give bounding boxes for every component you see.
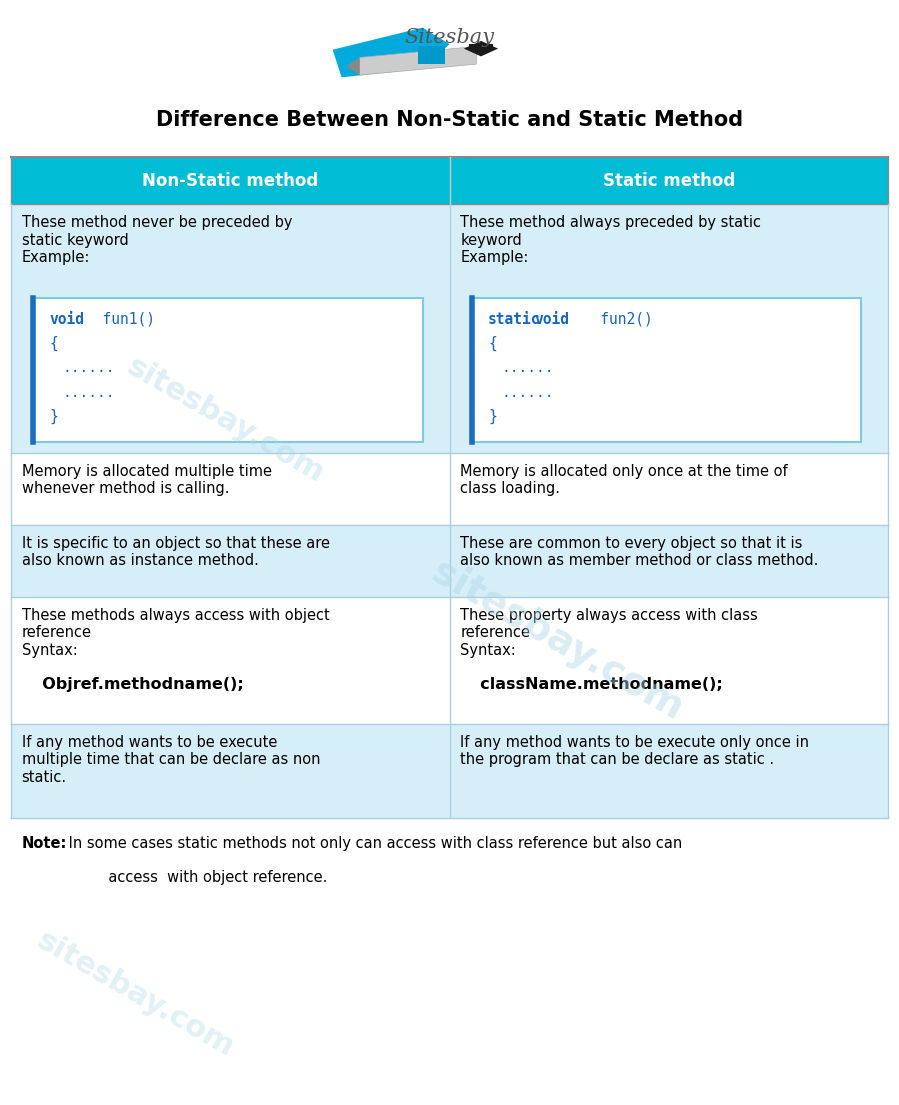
Bar — [450, 597, 888, 724]
Polygon shape — [464, 41, 498, 56]
Polygon shape — [418, 46, 445, 64]
Text: Static method: Static method — [602, 171, 735, 190]
Bar — [11, 724, 450, 818]
Text: Sitesbay: Sitesbay — [405, 28, 494, 46]
Polygon shape — [469, 44, 493, 50]
Text: If any method wants to be execute only once in
the program that can be declare a: If any method wants to be execute only o… — [460, 735, 809, 767]
Bar — [450, 453, 888, 525]
Text: ......: ...... — [502, 385, 554, 400]
Bar — [450, 157, 888, 204]
Bar — [450, 724, 888, 818]
Text: access  with object reference.: access with object reference. — [76, 870, 327, 885]
Text: ......: ...... — [502, 360, 554, 376]
Text: Memory is allocated multiple time
whenever method is calling.: Memory is allocated multiple time whenev… — [22, 464, 271, 496]
Text: These method never be preceded by
static keyword
Example:: These method never be preceded by static… — [22, 215, 292, 265]
Text: }: } — [488, 409, 497, 424]
Text: fun2(): fun2() — [574, 312, 653, 327]
Text: {: { — [488, 336, 497, 351]
Text: {: { — [49, 336, 58, 351]
Bar — [472, 298, 861, 442]
Text: void: void — [49, 312, 85, 327]
Polygon shape — [333, 28, 450, 77]
Bar — [11, 453, 450, 525]
Text: Difference Between Non-Static and Static Method: Difference Between Non-Static and Static… — [156, 110, 743, 130]
Text: These methods always access with object
reference
Syntax:: These methods always access with object … — [22, 608, 329, 657]
Polygon shape — [360, 46, 476, 75]
Bar — [11, 204, 450, 453]
Polygon shape — [346, 57, 360, 75]
Text: If any method wants to be execute
multiple time that can be declare as non
stati: If any method wants to be execute multip… — [22, 735, 320, 785]
Text: }: } — [49, 409, 58, 424]
Bar — [11, 525, 450, 597]
Text: Non-Static method: Non-Static method — [142, 171, 318, 190]
Bar — [450, 204, 888, 453]
Bar — [33, 298, 423, 442]
Bar — [450, 525, 888, 597]
Text: These method always preceded by static
keyword
Example:: These method always preceded by static k… — [460, 215, 761, 265]
Bar — [11, 836, 888, 919]
Text: It is specific to an object so that these are
also known as instance method.: It is specific to an object so that thes… — [22, 536, 330, 568]
Text: void: void — [535, 312, 570, 327]
Text: sitesbay.com: sitesbay.com — [121, 351, 328, 488]
Bar — [11, 157, 450, 204]
Text: In some cases static methods not only can access with class reference but also c: In some cases static methods not only ca… — [64, 836, 682, 852]
Text: ......: ...... — [63, 385, 115, 400]
Text: className.methodname();: className.methodname(); — [469, 677, 723, 693]
Text: Objref.methodname();: Objref.methodname(); — [31, 677, 244, 693]
Text: These property always access with class
reference
Syntax:: These property always access with class … — [460, 608, 758, 657]
Text: Memory is allocated only once at the time of
class loading.: Memory is allocated only once at the tim… — [460, 464, 788, 496]
Bar — [11, 597, 450, 724]
Text: Note:: Note: — [22, 836, 67, 852]
Text: ......: ...... — [63, 360, 115, 376]
Text: sitesbay.com: sitesbay.com — [425, 554, 690, 728]
Text: static: static — [488, 312, 540, 327]
Text: These are common to every object so that it is
also known as member method or cl: These are common to every object so that… — [460, 536, 819, 568]
Text: fun1(): fun1() — [85, 312, 156, 327]
Text: sitesbay.com: sitesbay.com — [31, 926, 238, 1063]
